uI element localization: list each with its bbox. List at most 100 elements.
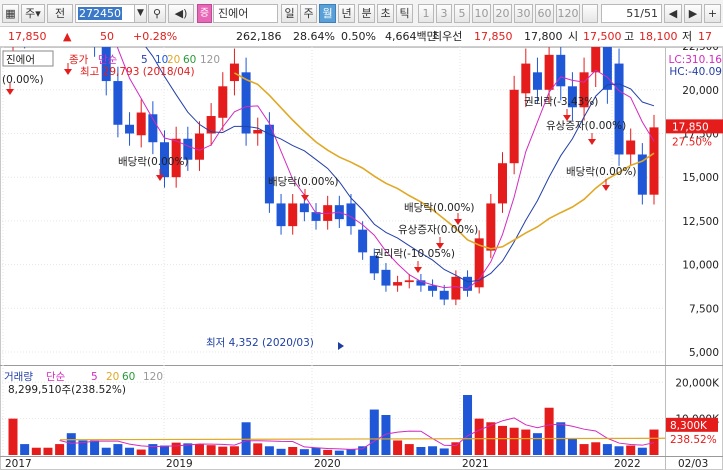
event-annotation: 최고 29,793 (2018/04) bbox=[80, 66, 195, 78]
volume-bar bbox=[171, 442, 181, 455]
search-icon[interactable]: ⚲ bbox=[148, 4, 166, 23]
candle-body bbox=[148, 114, 158, 143]
volume-bar bbox=[101, 447, 111, 455]
volume-ma5-line bbox=[59, 417, 655, 450]
interval-3[interactable]: 3 bbox=[436, 4, 452, 23]
price-chart-svg[interactable]: 27,50025,00022,50020,00017,50015,00012,5… bbox=[0, 47, 723, 470]
quote-bar: 17,850 ▲ 50 +0.28% 262,186 28.64% 0.50% … bbox=[0, 27, 723, 47]
event-annotation: 유상증자(0.00%) bbox=[398, 224, 478, 236]
volume-bar bbox=[404, 444, 414, 455]
volume-bar bbox=[439, 448, 449, 455]
volume-bar bbox=[194, 444, 204, 455]
candle-body bbox=[451, 276, 461, 300]
volume-bar bbox=[497, 425, 507, 455]
interval-10[interactable]: 10 bbox=[472, 4, 491, 23]
ratio: 0.50% bbox=[341, 30, 376, 43]
price-legend-item: 60 bbox=[183, 54, 196, 66]
volume-ma20-line bbox=[59, 437, 666, 441]
candle-body bbox=[509, 89, 519, 164]
prev-icon[interactable]: ◀ bbox=[664, 4, 682, 23]
x-tick-label: 2019 bbox=[166, 458, 193, 470]
candle-body bbox=[591, 47, 601, 73]
volume-bar bbox=[393, 440, 403, 455]
tab-year[interactable]: 년 bbox=[338, 4, 355, 23]
volume-bar bbox=[229, 446, 239, 455]
interval-20[interactable]: 20 bbox=[493, 4, 512, 23]
candle-body bbox=[404, 280, 414, 283]
volume-bar bbox=[602, 444, 612, 455]
open-label: 시 bbox=[568, 30, 579, 43]
dropdown-icon[interactable]: ▼ bbox=[134, 4, 147, 23]
interval-5[interactable]: 5 bbox=[454, 4, 470, 23]
candle-body bbox=[393, 282, 403, 286]
plus-icon[interactable]: + bbox=[704, 4, 721, 23]
volume-bar bbox=[509, 427, 519, 455]
volume-bar bbox=[136, 449, 146, 455]
last-volume-label: 8,300K bbox=[670, 420, 708, 432]
stock-name-field[interactable]: 진에어 bbox=[213, 4, 278, 23]
volume-bar bbox=[253, 443, 263, 455]
volume-bar bbox=[591, 442, 601, 455]
low-label: 저 bbox=[682, 30, 693, 43]
event-annotation: 유상증자(0.00%) bbox=[546, 120, 626, 132]
x-tick-label-end: 02/03 bbox=[678, 458, 708, 470]
volume-bar bbox=[358, 446, 368, 455]
sound-icon[interactable]: ◀) bbox=[168, 4, 194, 23]
tab-month[interactable]: 월 bbox=[319, 4, 336, 23]
price-tick-label: 7,500 bbox=[689, 303, 719, 315]
volume: 262,186 bbox=[236, 30, 282, 43]
hc-label: HC:-40.09 bbox=[669, 66, 722, 78]
interval-1[interactable]: 1 bbox=[418, 4, 434, 23]
volume-legend-item: 20 bbox=[106, 371, 119, 383]
volume-bar bbox=[614, 446, 624, 455]
candle-body bbox=[229, 63, 239, 82]
volume-bar bbox=[521, 429, 531, 455]
tab-day[interactable]: 일 bbox=[281, 4, 298, 23]
volume-bar bbox=[206, 445, 216, 455]
stock-code-input[interactable]: 272450 bbox=[75, 4, 147, 23]
event-annotation: 배당락(0.00%) bbox=[404, 202, 475, 214]
candle-body bbox=[614, 63, 624, 155]
next-icon[interactable]: ▶ bbox=[684, 4, 702, 23]
interval-custom[interactable] bbox=[582, 4, 598, 23]
type-select[interactable]: 전 bbox=[47, 4, 73, 23]
candle-body bbox=[637, 154, 647, 195]
tab-second[interactable]: 초 bbox=[377, 4, 394, 23]
price-tick-label: 12,500 bbox=[682, 216, 719, 228]
event-arrow-icon bbox=[6, 89, 14, 95]
candle-body bbox=[311, 212, 321, 221]
interval-60[interactable]: 60 bbox=[535, 4, 554, 23]
volume-bar bbox=[125, 447, 135, 455]
volume-tick-label: 20,000K bbox=[675, 377, 720, 389]
volume-bar bbox=[544, 407, 554, 455]
candle-body bbox=[125, 124, 135, 134]
tab-minute[interactable]: 분 bbox=[358, 4, 375, 23]
candle-body bbox=[323, 205, 333, 221]
volume-legend-item: 5 bbox=[91, 371, 98, 383]
market-select[interactable]: 주▾ bbox=[21, 4, 45, 23]
volume-bar bbox=[43, 447, 53, 455]
grid-menu-icon[interactable]: ▦ bbox=[2, 4, 19, 23]
price-tick-label: 15,000 bbox=[682, 172, 719, 184]
interval-120[interactable]: 120 bbox=[556, 4, 580, 23]
interval-30[interactable]: 30 bbox=[514, 4, 533, 23]
candle-body bbox=[194, 133, 204, 160]
price-legend-item: 단순 bbox=[98, 54, 118, 66]
low-price: 17 bbox=[698, 30, 712, 43]
volume-bar bbox=[637, 447, 647, 455]
lc-label: LC:310.16 bbox=[669, 54, 723, 66]
tab-tick[interactable]: 틱 bbox=[396, 4, 413, 23]
price-tick-label: 5,000 bbox=[689, 347, 719, 359]
tab-week[interactable]: 주 bbox=[300, 4, 317, 23]
high-label: 고 bbox=[624, 30, 635, 43]
low-arrow-icon bbox=[338, 342, 344, 350]
price-legend-item: 10 bbox=[155, 54, 168, 66]
last-change-label: 27.50% bbox=[672, 136, 712, 148]
candle-body bbox=[416, 280, 426, 286]
volume-bar bbox=[183, 443, 193, 455]
candle-body bbox=[206, 116, 216, 134]
chart-area[interactable]: 27,50025,00022,50020,00017,50015,00012,5… bbox=[0, 47, 723, 470]
event-arrow-icon bbox=[301, 195, 309, 201]
volume-bar bbox=[323, 449, 333, 455]
event-arrow-icon bbox=[563, 115, 571, 121]
